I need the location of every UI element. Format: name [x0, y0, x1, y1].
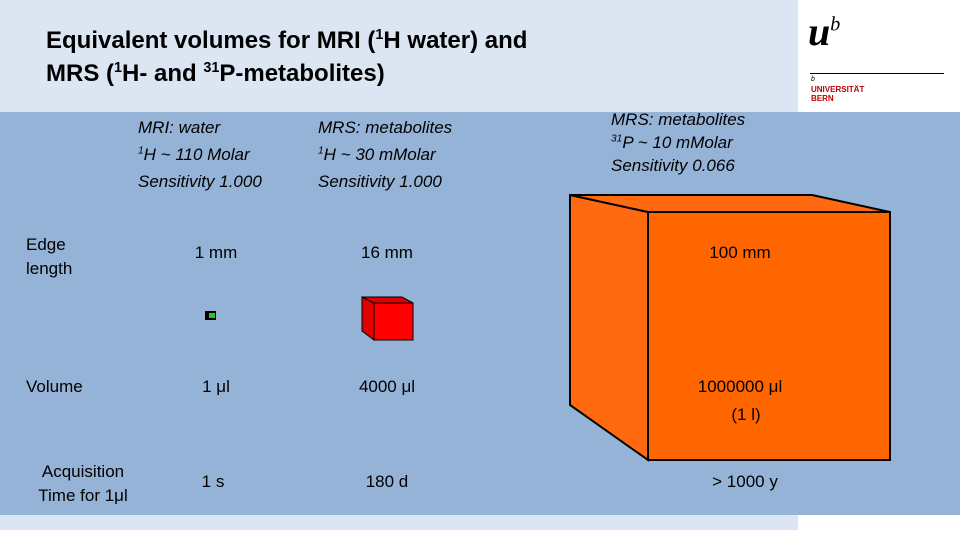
heading: MRS: metabolites [318, 118, 453, 137]
title-line: Equivalent volumes for MRI (1H water) an… [46, 24, 527, 57]
title-sup: 1 [375, 27, 384, 43]
cell: 100 mm [709, 243, 771, 262]
logo-name: UNIVERSITÄT BERN [811, 85, 864, 103]
title-text: P-metabolites) [219, 60, 385, 87]
big-cube-side [569, 193, 649, 462]
cell-note: (1 l) [731, 405, 761, 424]
heading: MRS: metabolites [611, 110, 746, 129]
title-line: MRS (1H- and 31P-metabolites) [46, 57, 527, 90]
row-label: Volume [26, 377, 83, 396]
nucleus: 1H ~ 110 Molar [138, 141, 262, 168]
cell: 180 d [365, 472, 409, 491]
cell: 16 mm [361, 243, 413, 262]
cell: 1 mm [194, 243, 238, 262]
cube-front [373, 302, 414, 341]
cube-side [361, 296, 375, 341]
cell: 1 s [201, 472, 225, 491]
sup: 1 [318, 145, 324, 157]
logo-small: b [811, 76, 815, 83]
sup: 31 [611, 133, 623, 145]
logo-line: BERN [811, 94, 834, 103]
sensitivity: Sensitivity 1.000 [138, 172, 262, 191]
title-band [0, 0, 798, 112]
row-label: Acquisition Time for 1μl [38, 462, 128, 505]
nucleus: 31P ~ 10 mMolar [611, 131, 745, 154]
column-header: MRS: metabolites 1H ~ 30 mMolar Sensitivit… [318, 114, 452, 195]
row-label: Edge length [26, 235, 73, 278]
big-cube-front [647, 211, 891, 461]
cell: 1000000 μl [697, 377, 783, 396]
sensitivity: Sensitivity 0.066 [611, 156, 735, 175]
title-text: H- and [122, 60, 204, 87]
cell: 4000 μl [358, 377, 416, 396]
heading: MRI: water [138, 118, 221, 137]
sensitivity: Sensitivity 1.000 [318, 172, 442, 191]
cell: > 1000 y [712, 472, 778, 491]
text: H ~ 110 Molar [143, 145, 250, 164]
column-header: MRS: metabolites 31P ~ 10 mMolar Sensitivi… [611, 108, 745, 177]
title-text: H water) and [383, 27, 528, 54]
tiny-cube-face [209, 313, 215, 318]
title-text: Equivalent volumes for MRI ( [46, 27, 376, 54]
sup: 1 [138, 145, 144, 157]
nucleus: 1H ~ 30 mMolar [318, 141, 452, 168]
logo-line: UNIVERSITÄT [811, 85, 865, 94]
title-sup: 1 [114, 60, 123, 76]
footer-band [0, 515, 798, 530]
text: H ~ 30 mMolar [323, 145, 436, 164]
text: P ~ 10 mMolar [622, 133, 733, 152]
cell: 1 μl [202, 377, 230, 396]
slide-title: Equivalent volumes for MRI (1H water) an… [46, 24, 527, 90]
logo-rule [810, 73, 944, 74]
logo-u: u [808, 9, 831, 54]
logo-mark: ub [808, 8, 840, 55]
logo-b: b [830, 13, 841, 36]
column-header: MRI: water 1H ~ 110 Molar Sensitivity 1.00… [138, 114, 262, 195]
title-text: MRS ( [46, 60, 114, 87]
title-sup: 31 [203, 60, 220, 76]
